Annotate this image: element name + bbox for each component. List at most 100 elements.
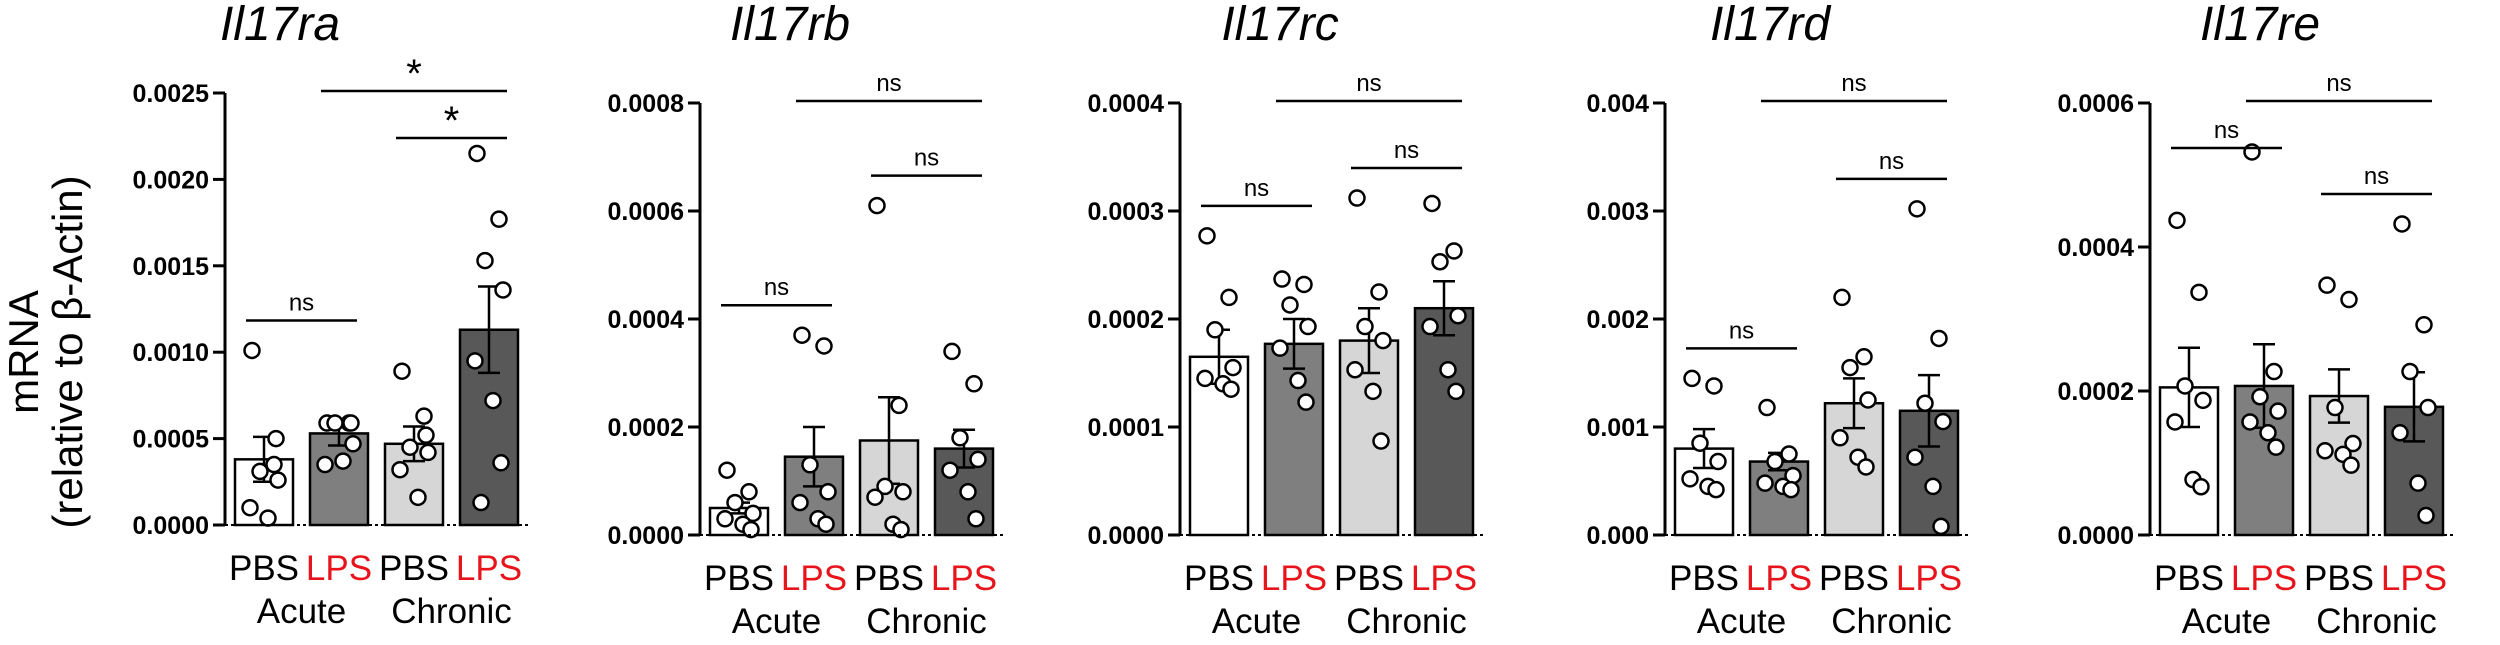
x-category-label: LPS xyxy=(1896,559,1962,598)
data-point xyxy=(1449,307,1467,325)
data-point xyxy=(269,471,287,489)
x-category-label: LPS xyxy=(931,559,997,598)
data-point xyxy=(1683,369,1701,388)
y-tick-label: 0.0004 xyxy=(1088,90,1165,118)
x-group-label: Chronic xyxy=(1831,602,1952,641)
data-point xyxy=(2243,143,2261,161)
data-point xyxy=(815,337,833,355)
data-point xyxy=(1348,189,1366,207)
x-group-label: Chronic xyxy=(1346,602,1467,641)
x-group-label: Chronic xyxy=(2316,602,2437,641)
data-point xyxy=(466,352,484,370)
data-point xyxy=(490,210,508,228)
data-point xyxy=(2259,424,2277,442)
data-point xyxy=(1930,329,1948,348)
data-point xyxy=(967,510,985,528)
y-tick-label: 0.0025 xyxy=(133,80,210,108)
data-point xyxy=(1831,429,1849,447)
x-category-label: PBS xyxy=(1819,559,1889,598)
y-tick-label: 0.0006 xyxy=(2058,90,2134,118)
data-point xyxy=(943,342,961,361)
y-tick-label: 0.001 xyxy=(1586,414,1649,442)
data-point xyxy=(344,435,362,453)
x-group-label: Acute xyxy=(732,602,822,641)
data-point xyxy=(1295,275,1313,294)
significance-label: ns xyxy=(1394,137,1419,164)
x-category-label: PBS xyxy=(1184,559,1254,598)
x-category-label: LPS xyxy=(1411,559,1477,598)
y-tick-label: 0.0000 xyxy=(133,512,209,540)
data-point xyxy=(417,426,435,444)
data-point xyxy=(2318,276,2336,294)
x-category-label: LPS xyxy=(781,559,847,598)
y-tick-label: 0.0005 xyxy=(133,426,210,454)
data-point xyxy=(251,462,269,481)
x-category-label: LPS xyxy=(2381,559,2447,598)
significance-label: ns xyxy=(2214,117,2239,144)
y-tick-label: 0.0020 xyxy=(133,166,209,194)
y-tick-label: 0.003 xyxy=(1586,198,1649,226)
significance-label: ns xyxy=(1841,70,1866,97)
data-point xyxy=(1932,517,1950,536)
data-point xyxy=(2409,474,2427,492)
data-point xyxy=(1916,394,1934,412)
chart-title: Il17re xyxy=(2200,0,2320,51)
chart-title: Il17rb xyxy=(730,0,850,51)
data-point xyxy=(492,454,510,472)
data-point xyxy=(1370,283,1388,301)
data-point xyxy=(791,493,809,512)
y-tick-label: 0.0004 xyxy=(2058,234,2135,262)
data-point xyxy=(1924,477,1942,496)
data-point xyxy=(391,460,409,479)
data-point xyxy=(876,477,894,496)
data-point xyxy=(894,483,912,501)
significance-label: ns xyxy=(764,274,789,301)
data-point xyxy=(1421,317,1439,336)
data-point xyxy=(868,196,886,215)
data-point xyxy=(890,396,908,415)
data-point xyxy=(2168,211,2186,230)
x-category-label: LPS xyxy=(456,549,522,588)
x-group-label: Acute xyxy=(1697,602,1787,641)
data-point xyxy=(1224,358,1242,377)
data-point xyxy=(740,483,758,501)
data-point xyxy=(1859,391,1877,409)
data-point xyxy=(2192,478,2210,496)
data-point xyxy=(892,520,910,539)
y-axis-label-line2: (relative to β-Actin) xyxy=(44,175,91,528)
data-point xyxy=(2340,290,2358,309)
significance-label: ns xyxy=(914,145,939,172)
significance-label: ns xyxy=(1879,148,1904,175)
data-point xyxy=(718,461,736,479)
data-point xyxy=(1431,253,1449,271)
data-point xyxy=(801,456,819,474)
data-point xyxy=(1691,434,1709,452)
y-tick-label: 0.0004 xyxy=(608,306,685,334)
y-tick-label: 0.0015 xyxy=(133,253,210,281)
data-point xyxy=(484,391,502,410)
x-group-label: Acute xyxy=(2182,602,2272,641)
x-category-label: LPS xyxy=(306,549,372,588)
significance-label: ns xyxy=(1244,175,1269,202)
data-point xyxy=(969,450,987,469)
data-point xyxy=(716,510,734,528)
data-point xyxy=(1281,296,1299,314)
significance-label: ns xyxy=(1356,70,1381,97)
data-point xyxy=(1220,288,1238,307)
data-point xyxy=(326,414,344,432)
x-category-label: LPS xyxy=(2231,559,2297,598)
y-axis-label-line1: mRNA xyxy=(0,290,47,414)
data-point xyxy=(941,461,959,479)
data-point xyxy=(243,341,261,360)
data-point xyxy=(472,493,490,512)
x-category-label: PBS xyxy=(2154,559,2224,598)
data-point xyxy=(1756,474,1774,492)
y-tick-label: 0.0010 xyxy=(133,339,209,367)
data-point xyxy=(2190,283,2208,302)
data-point xyxy=(415,407,433,425)
data-point xyxy=(866,488,884,506)
data-point xyxy=(409,488,427,507)
data-point xyxy=(2194,391,2212,410)
data-point xyxy=(1374,331,1392,350)
